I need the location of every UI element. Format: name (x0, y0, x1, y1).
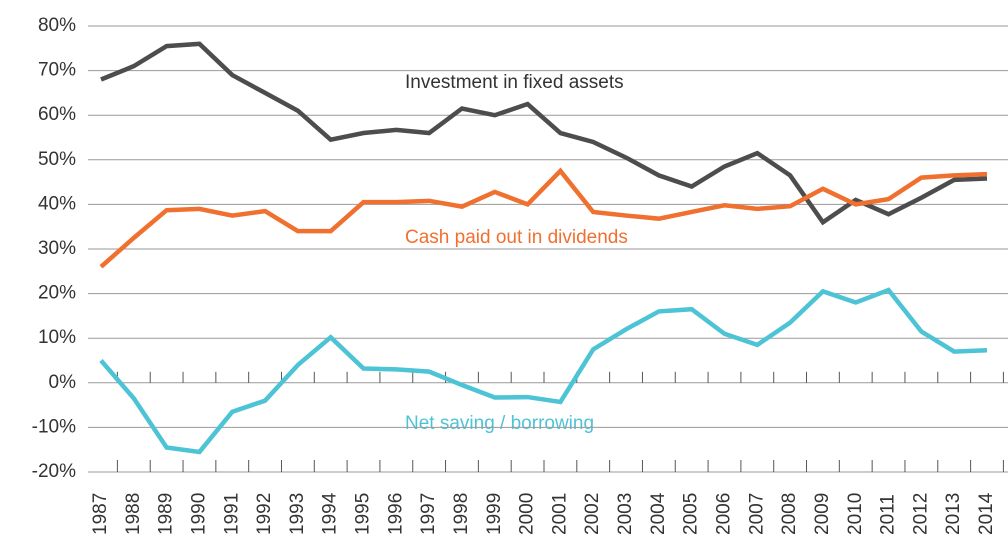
y-tick-label: -10% (32, 416, 76, 437)
y-tick-label: 10% (38, 327, 76, 348)
y-tick-label: 20% (38, 283, 76, 304)
y-tick-label: -20% (32, 461, 76, 482)
x-tick-label: 1988 (123, 493, 144, 535)
series-line (99, 167, 988, 269)
x-tick-label: 1997 (418, 493, 439, 535)
x-tick-label: 2011 (878, 494, 899, 535)
x-tick-label: 1993 (287, 493, 308, 535)
y-tick-label: 50% (38, 149, 76, 170)
x-tick-label: 1999 (484, 493, 505, 535)
x-tick-label: 2014 (976, 492, 997, 535)
x-tick-label: 1991 (221, 493, 242, 535)
x-tick-label: 2005 (681, 493, 702, 535)
x-tick-label: 2001 (549, 493, 570, 535)
x-tick-label: 2007 (746, 493, 767, 535)
x-tick-label: 2012 (910, 493, 931, 535)
x-tick-label: 2002 (582, 493, 603, 535)
y-tick-label: 40% (38, 193, 76, 214)
x-tick-label: 2004 (648, 492, 669, 535)
x-tick-label: 2003 (615, 493, 636, 535)
x-tick-label: 1987 (90, 493, 111, 535)
x-tick-label: 2009 (812, 493, 833, 535)
x-tick-label: 1996 (385, 493, 406, 535)
series-label: Cash paid out in dividends (405, 227, 628, 248)
x-tick-label: 2013 (943, 493, 964, 535)
y-tick-label: 70% (38, 60, 76, 81)
x-tick-label: 2000 (517, 493, 538, 535)
x-tick-label: 1998 (451, 493, 472, 535)
series-line (99, 287, 988, 455)
x-tick-label: 1994 (320, 492, 341, 535)
x-tick-label: 1990 (188, 493, 209, 535)
y-tick-label: 30% (38, 238, 76, 259)
y-tick-label: 80% (38, 15, 76, 36)
series-label: Investment in fixed assets (405, 72, 624, 93)
y-tick-label: 60% (38, 104, 76, 125)
x-tick-label: 2008 (779, 493, 800, 535)
x-tick-label: 1989 (156, 493, 177, 535)
series-label: Net saving / borrowing (405, 413, 594, 434)
x-tick-label: 1995 (353, 493, 374, 535)
x-tick-label: 1992 (254, 493, 275, 535)
x-tick-label: 2010 (845, 493, 866, 535)
x-tick-label: 2006 (713, 493, 734, 535)
series-line (100, 41, 988, 226)
y-tick-label: 0% (49, 372, 77, 393)
